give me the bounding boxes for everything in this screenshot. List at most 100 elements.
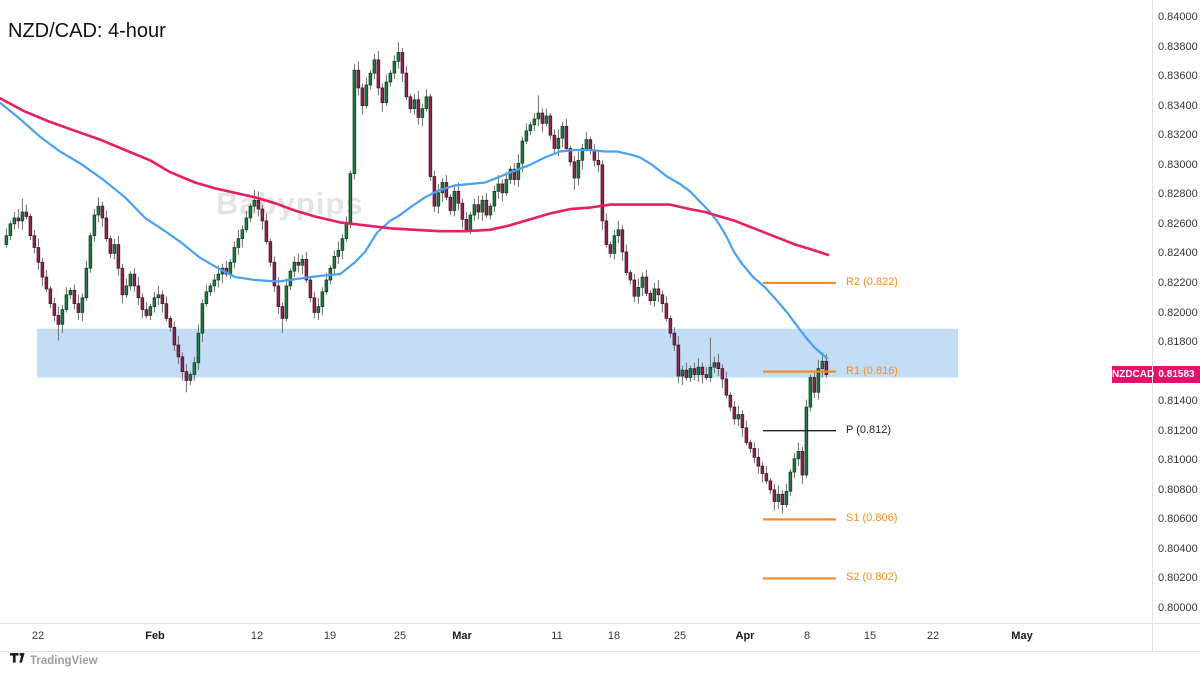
candle — [312, 297, 317, 313]
price-tick-label: 0.80800 — [1158, 483, 1198, 496]
candle — [364, 84, 369, 106]
candle — [284, 285, 289, 319]
candle — [588, 139, 593, 151]
candle — [168, 318, 173, 328]
candle — [416, 99, 421, 118]
candle — [560, 125, 565, 139]
candle — [760, 465, 765, 474]
candle — [80, 297, 85, 313]
candle — [608, 244, 613, 254]
tradingview-brand-link[interactable]: TradingView — [30, 655, 98, 667]
time-tick-label: 18 — [607, 630, 621, 642]
candle — [572, 161, 577, 179]
candle — [816, 368, 821, 393]
candle — [52, 303, 57, 316]
ma-slow-line[interactable] — [0, 97, 830, 257]
candle — [764, 473, 769, 482]
price-tick-label: 0.81200 — [1158, 424, 1198, 437]
candle — [28, 216, 33, 237]
candle — [732, 406, 737, 420]
candle — [604, 220, 609, 245]
candle — [656, 288, 661, 296]
candle — [512, 168, 517, 180]
candle — [196, 332, 201, 364]
candle — [340, 238, 345, 251]
candle — [64, 294, 69, 310]
candle — [768, 480, 773, 491]
candle — [756, 456, 761, 467]
candle — [632, 279, 637, 297]
candle — [164, 303, 169, 319]
candle — [712, 362, 717, 368]
price-tick-label: 0.81400 — [1158, 395, 1198, 408]
ma-fast-line[interactable] — [0, 101, 829, 360]
price-axis[interactable]: 0.84000 0.83800 0.83600 0.83400 0.83200 0.830… — [1152, 0, 1200, 623]
candle — [692, 368, 697, 375]
candle — [716, 362, 721, 369]
candle — [540, 112, 545, 124]
candle — [736, 414, 741, 420]
candle — [212, 279, 217, 287]
pivot-label-s1: S1 (0.806) — [846, 512, 898, 525]
candle — [92, 214, 97, 237]
candle — [264, 220, 269, 242]
candle — [192, 362, 197, 375]
price-tick-label: 0.83400 — [1158, 99, 1198, 112]
candle — [200, 303, 205, 334]
time-tick-label: May — [1011, 630, 1033, 642]
candle — [240, 229, 245, 239]
candle — [440, 182, 445, 194]
time-tick-label: 25 — [393, 630, 407, 642]
candle — [636, 287, 641, 297]
badge-value: 0.81583 — [1152, 366, 1200, 383]
candle — [112, 244, 117, 254]
candle — [372, 59, 377, 74]
candle — [800, 451, 805, 476]
time-axis-bottom-border — [0, 651, 1200, 652]
candle — [140, 297, 145, 310]
candle — [252, 199, 257, 207]
candle — [136, 285, 141, 299]
candle — [336, 250, 341, 257]
candle — [368, 72, 373, 86]
candle — [672, 332, 677, 346]
candle — [728, 394, 733, 408]
time-tick-label: Apr — [735, 630, 755, 642]
time-axis[interactable]: 22 Feb 12 19 25 Mar 11 18 25 Apr 8 15 22 May — [0, 623, 1200, 651]
candle — [796, 451, 801, 460]
candle — [804, 406, 809, 476]
candle — [84, 267, 89, 299]
candle — [292, 261, 297, 272]
footer: TradingView — [10, 652, 98, 670]
candle — [124, 285, 129, 296]
candle — [824, 360, 829, 375]
candle — [464, 219, 469, 231]
candle — [384, 81, 389, 104]
candle — [144, 309, 149, 316]
candle — [536, 112, 541, 120]
candle — [436, 192, 441, 207]
candle — [792, 458, 797, 473]
pivot-label-r1: R1 (0.816) — [846, 364, 898, 377]
candle — [316, 306, 321, 313]
time-tick-label: 19 — [323, 630, 337, 642]
candle — [228, 261, 233, 275]
price-tick-label: 0.80000 — [1158, 602, 1198, 614]
price-tick-label: 0.82000 — [1158, 306, 1198, 319]
candle — [680, 369, 685, 377]
candle — [564, 125, 569, 149]
candle — [324, 279, 329, 293]
candle — [376, 59, 381, 89]
candle — [352, 69, 357, 174]
candle — [128, 273, 133, 287]
candle — [776, 493, 781, 502]
candle — [268, 241, 273, 263]
candle — [452, 190, 457, 211]
candle — [580, 148, 585, 161]
candle — [148, 306, 153, 316]
candle — [648, 292, 653, 302]
candle — [784, 490, 789, 505]
candle — [752, 448, 757, 458]
